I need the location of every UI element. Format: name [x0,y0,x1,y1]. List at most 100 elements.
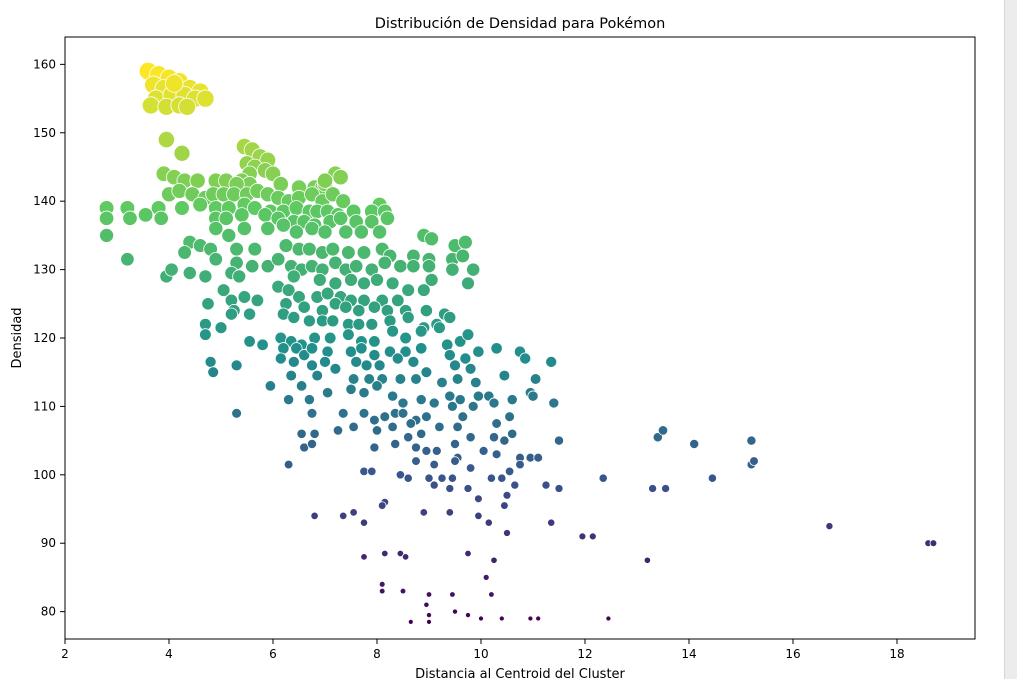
scatter-point [286,269,301,284]
scatter-point [535,615,542,622]
scatter-point [257,207,273,223]
scatter-point [221,227,237,243]
scatter-point [472,390,484,402]
window-scrollbar[interactable] [1004,0,1017,679]
y-tick-label: 110 [33,399,56,413]
scatter-point [434,421,445,433]
scatter-point [657,425,669,436]
scatter-point [120,252,135,267]
scatter-point [445,508,454,517]
scatter-point [201,297,215,311]
x-tick-label: 2 [61,647,69,661]
scatter-point [339,300,353,314]
scatter-point [461,328,475,341]
scatter-point [420,366,433,379]
scatter-point [229,241,244,257]
scatter-point [317,224,333,240]
scatter-point [337,407,349,419]
scatter-point [405,418,417,429]
scatter-point [490,342,503,355]
scatter-point [395,470,406,480]
scatter-point [415,342,428,355]
scatter-point [421,445,432,456]
scatter-point [352,304,366,318]
scatter-point [482,573,490,581]
scatter-point [373,359,386,372]
scatter-point [264,380,277,392]
scatter-point [332,425,344,436]
scatter-point [454,394,466,406]
scatter-point [443,311,457,324]
scatter-point [474,511,483,521]
scatter-point [421,259,437,274]
scatter-point [457,411,469,423]
scatter-point [449,591,456,598]
scatter-point [598,473,608,483]
scatter-point [365,317,379,331]
scatter-point [478,445,489,456]
scatter-point [503,529,511,537]
scatter-point [491,449,502,460]
scatter-point [328,255,343,270]
scatter-point [407,355,420,368]
scatter-point [283,459,294,470]
scatter-point [321,387,334,399]
scatter-point [306,438,317,449]
scatter-point [459,352,472,365]
scatter-point [303,394,315,406]
scatter-point [429,459,439,470]
scatter-point [433,321,446,335]
x-axis-label: Distancia al Centroid del Cluster [415,667,625,679]
scatter-point [320,286,335,301]
scatter-point [444,390,456,402]
scatter-point [122,210,138,226]
scatter-point [281,283,296,297]
scatter-point [403,473,413,483]
scatter-point [381,549,389,558]
x-tick-label: 6 [269,647,277,661]
scatter-point [661,484,671,493]
scatter-point [234,207,250,223]
scatter-point [306,407,318,419]
scatter-point [399,331,412,345]
scatter-point [245,259,260,274]
scatter-point [500,501,509,510]
scatter-point [423,601,430,608]
scatter-point [447,473,457,483]
scatter-point [379,411,391,423]
scatter-point [344,345,358,358]
scatter-point [578,532,587,541]
scatter-point [449,438,460,449]
plot-area [98,61,938,625]
scatter-point [377,501,387,510]
scatter-point [416,283,431,297]
scatter-point [353,224,369,240]
scatter-point [332,169,349,186]
scatter-point [548,397,560,409]
x-tick-label: 16 [785,647,800,661]
scatter-point [369,414,380,426]
scatter-point [341,245,356,260]
scatter-point [323,331,337,345]
scatter-point [455,248,471,264]
scatter-point [465,432,476,443]
scatter-point [488,397,500,409]
scatter-point [467,400,479,412]
scatter-point [486,473,496,483]
scatter-point [196,89,215,108]
scatter-point [533,452,544,463]
scatter-point [363,373,375,385]
scatter-point [367,300,382,314]
scatter-point [204,355,217,368]
scatter-point [153,210,169,226]
scatter-point [295,380,308,392]
scatter-point [379,210,396,226]
y-tick-label: 100 [33,468,56,482]
scatter-point [338,224,354,240]
scatter-point [370,272,384,287]
scatter-point [416,428,427,439]
scatter-point [349,508,358,517]
scatter-point [352,317,366,331]
scatter-point [452,421,463,433]
x-axis: 2 4 6 8 10 12 14 16 18 [61,639,905,661]
